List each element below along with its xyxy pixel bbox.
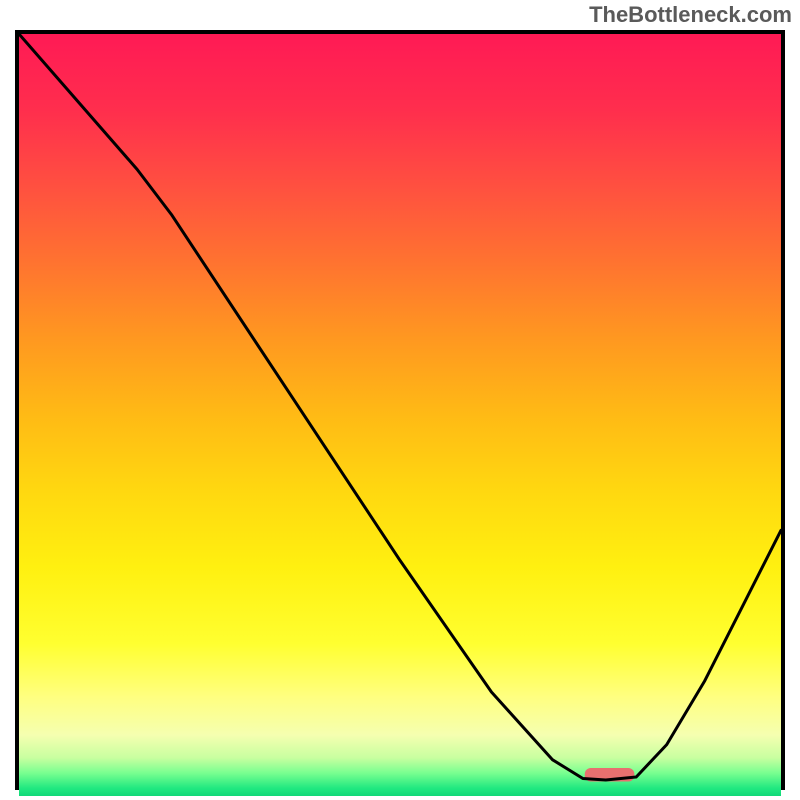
bottleneck-curve [19, 34, 781, 780]
chart-container: { "watermark": { "text": "TheBottleneck.… [0, 0, 800, 800]
plot-area [15, 30, 785, 790]
curve-layer [19, 34, 781, 786]
watermark-text: TheBottleneck.com [589, 2, 792, 28]
